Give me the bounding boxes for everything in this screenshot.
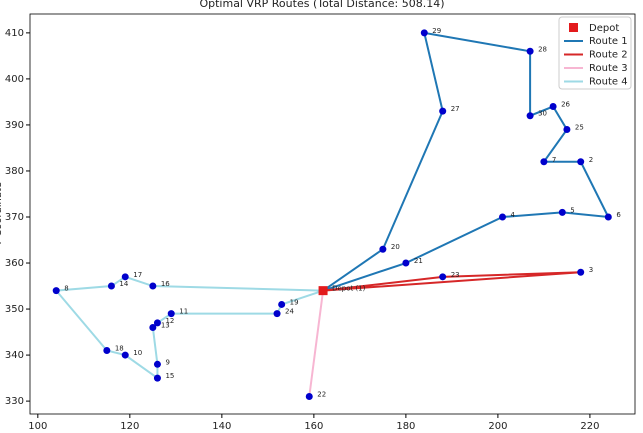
- customer-node: [558, 208, 566, 216]
- node-label: 5: [570, 206, 574, 214]
- customer-node: [549, 103, 557, 111]
- node-label: 13: [161, 321, 170, 329]
- customer-node: [498, 213, 506, 221]
- customer-node: [526, 112, 534, 120]
- y-tick-label: 330: [5, 396, 24, 407]
- y-tick-label: 360: [5, 258, 24, 269]
- customer-node: [379, 245, 387, 253]
- customer-node: [563, 126, 571, 134]
- chart-title: Optimal VRP Routes (Total Distance: 508.…: [199, 0, 444, 10]
- y-axis-label: Y Coordinate: [0, 182, 4, 247]
- node-label: 8: [64, 285, 68, 293]
- node-label: 17: [133, 271, 142, 279]
- y-tick-label: 400: [5, 74, 24, 85]
- route-line: [308, 290, 325, 397]
- node-label: 14: [119, 280, 128, 288]
- customer-node: [121, 351, 129, 359]
- legend-label: Route 1: [589, 36, 628, 47]
- customer-node: [149, 282, 157, 290]
- customer-node: [526, 47, 534, 55]
- legend-depot-swatch: [569, 23, 578, 32]
- node-label: 23: [451, 271, 460, 279]
- customer-node: [107, 282, 115, 290]
- node-label: 19: [290, 298, 299, 306]
- customer-node: [153, 374, 161, 382]
- customer-node: [103, 346, 111, 354]
- x-tick-label: 180: [396, 421, 415, 432]
- customer-node: [278, 300, 286, 308]
- x-tick-label: 200: [488, 421, 507, 432]
- customer-node: [121, 273, 129, 281]
- plot-area: [29, 13, 636, 415]
- customer-node: [577, 268, 585, 276]
- customer-node: [305, 393, 313, 401]
- legend-box: [558, 16, 632, 90]
- customer-node: [540, 158, 548, 166]
- node-label: 22: [317, 391, 326, 399]
- customer-node: [439, 273, 447, 281]
- route-line: [322, 271, 581, 292]
- node-label: 29: [432, 27, 441, 35]
- node-label: 3: [589, 266, 593, 274]
- node-label: 28: [538, 45, 547, 53]
- customer-node: [420, 29, 428, 37]
- x-tick-label: 140: [212, 421, 231, 432]
- x-tick-label: 160: [304, 421, 323, 432]
- node-label: 30: [538, 110, 547, 118]
- node-label: 25: [575, 124, 584, 132]
- customer-node: [273, 310, 281, 318]
- node-label: 27: [451, 105, 460, 113]
- node-label: 2: [589, 156, 593, 164]
- customer-node: [439, 107, 447, 115]
- node-label: 15: [165, 372, 174, 380]
- legend-label: Route 3: [589, 63, 628, 74]
- customer-node: [604, 213, 612, 221]
- node-label: 6: [616, 211, 621, 219]
- node-label: 10: [133, 349, 142, 357]
- y-tick-label: 340: [5, 350, 24, 361]
- legend-label: Depot: [589, 23, 619, 34]
- customer-node: [153, 360, 161, 368]
- legend-label: Route 2: [589, 50, 628, 61]
- customer-node: [149, 323, 157, 331]
- customer-node: [153, 319, 161, 327]
- customer-node: [167, 310, 175, 318]
- node-label: 12: [165, 317, 174, 325]
- x-tick-label: 100: [28, 421, 47, 432]
- node-label: 18: [115, 344, 124, 352]
- customer-node: [52, 287, 60, 295]
- y-tick-label: 370: [5, 212, 24, 223]
- node-label: 11: [179, 308, 188, 316]
- y-tick-label: 390: [5, 120, 24, 131]
- node-label: 20: [391, 243, 400, 251]
- x-tick-label: 220: [580, 421, 599, 432]
- node-label: 24: [285, 308, 294, 316]
- x-tick-label: 120: [120, 421, 139, 432]
- y-tick-label: 380: [5, 166, 24, 177]
- customer-node: [402, 259, 410, 267]
- depot-label: Depot (1): [332, 285, 366, 293]
- node-label: 4: [510, 211, 515, 219]
- customer-node: [577, 158, 585, 166]
- y-tick-label: 350: [5, 304, 24, 315]
- y-tick-label: 410: [5, 28, 24, 39]
- node-label: 9: [165, 358, 169, 366]
- node-label: 21: [414, 257, 423, 265]
- depot-marker: [318, 286, 328, 296]
- node-label: 26: [561, 101, 570, 109]
- node-label: 7: [552, 156, 556, 164]
- route-line: [54, 275, 324, 381]
- node-label: 16: [161, 280, 170, 288]
- legend-label: Route 4: [589, 77, 628, 88]
